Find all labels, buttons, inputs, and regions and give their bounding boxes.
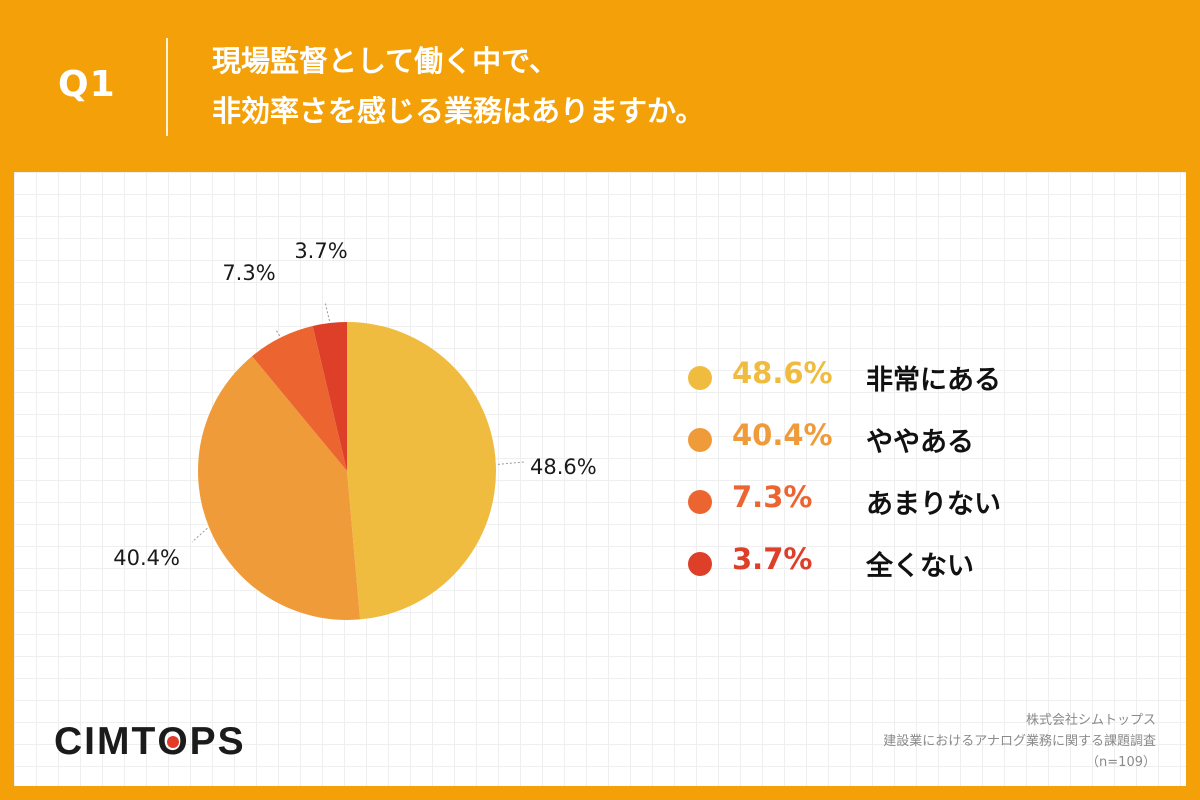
- legend-value: 3.7%: [732, 542, 813, 576]
- legend-label: 全くない: [866, 551, 974, 582]
- pie-chart: 48.6% 40.4% 7.3% 3.7%: [113, 239, 597, 621]
- credit-company: 株式会社シムトップス: [1025, 713, 1156, 728]
- credit-survey: 建設業におけるアナログ業務に関する課題調査: [883, 734, 1156, 749]
- header: Q1 現場監督として働く中で、 非効率さを感じる業務はありますか。: [0, 0, 1200, 170]
- logo-red-dot: [167, 736, 180, 748]
- question-number: Q1: [58, 64, 116, 105]
- legend-label: 非常にある: [866, 365, 1001, 396]
- pie-slice: [312, 322, 347, 471]
- legend-label: ややある: [866, 427, 974, 458]
- data-label: 40.4%: [113, 546, 180, 570]
- leader-line: [275, 329, 281, 337]
- question-title-line-1: 現場監督として働く中で、: [212, 44, 558, 78]
- pie-slice: [347, 322, 497, 620]
- question-title: 現場監督として働く中で、 非効率さを感じる業務はありますか。: [212, 36, 1112, 136]
- legend-swatch: [688, 428, 712, 452]
- logo-letter-o: O: [157, 720, 189, 764]
- legend-value: 40.4%: [732, 418, 833, 452]
- logo-text-right: PS: [189, 720, 246, 763]
- pie-slice: [252, 326, 347, 471]
- data-label: 3.7%: [294, 239, 347, 263]
- pie-slice: [198, 356, 361, 621]
- source-credit: 株式会社シムトップス 建設業におけるアナログ業務に関する課題調査 （n=109）: [883, 710, 1156, 773]
- question-title-line-2: 非効率さを感じる業務はありますか。: [212, 94, 705, 128]
- leader-line: [497, 461, 525, 465]
- header-divider: [166, 38, 168, 136]
- data-label: 7.3%: [222, 261, 275, 285]
- logo-text-left: CIMT: [54, 720, 158, 763]
- credit-sample-size: （n=109）: [1086, 755, 1156, 770]
- chart-panel: 48.6% 40.4% 7.3% 3.7% 48.6% 非常にある 40.4% ややあ…: [14, 172, 1186, 786]
- legend-value: 7.3%: [732, 480, 813, 514]
- data-label: 48.6%: [530, 455, 597, 479]
- leader-line: [324, 301, 330, 322]
- legend-value: 48.6%: [732, 356, 833, 390]
- cimtops-logo: CIMTOPS: [54, 720, 246, 764]
- leader-line: [191, 527, 208, 543]
- legend-swatch: [688, 366, 712, 390]
- legend-swatch: [688, 490, 712, 514]
- legend-label: あまりない: [866, 489, 1001, 520]
- legend-swatch: [688, 552, 712, 576]
